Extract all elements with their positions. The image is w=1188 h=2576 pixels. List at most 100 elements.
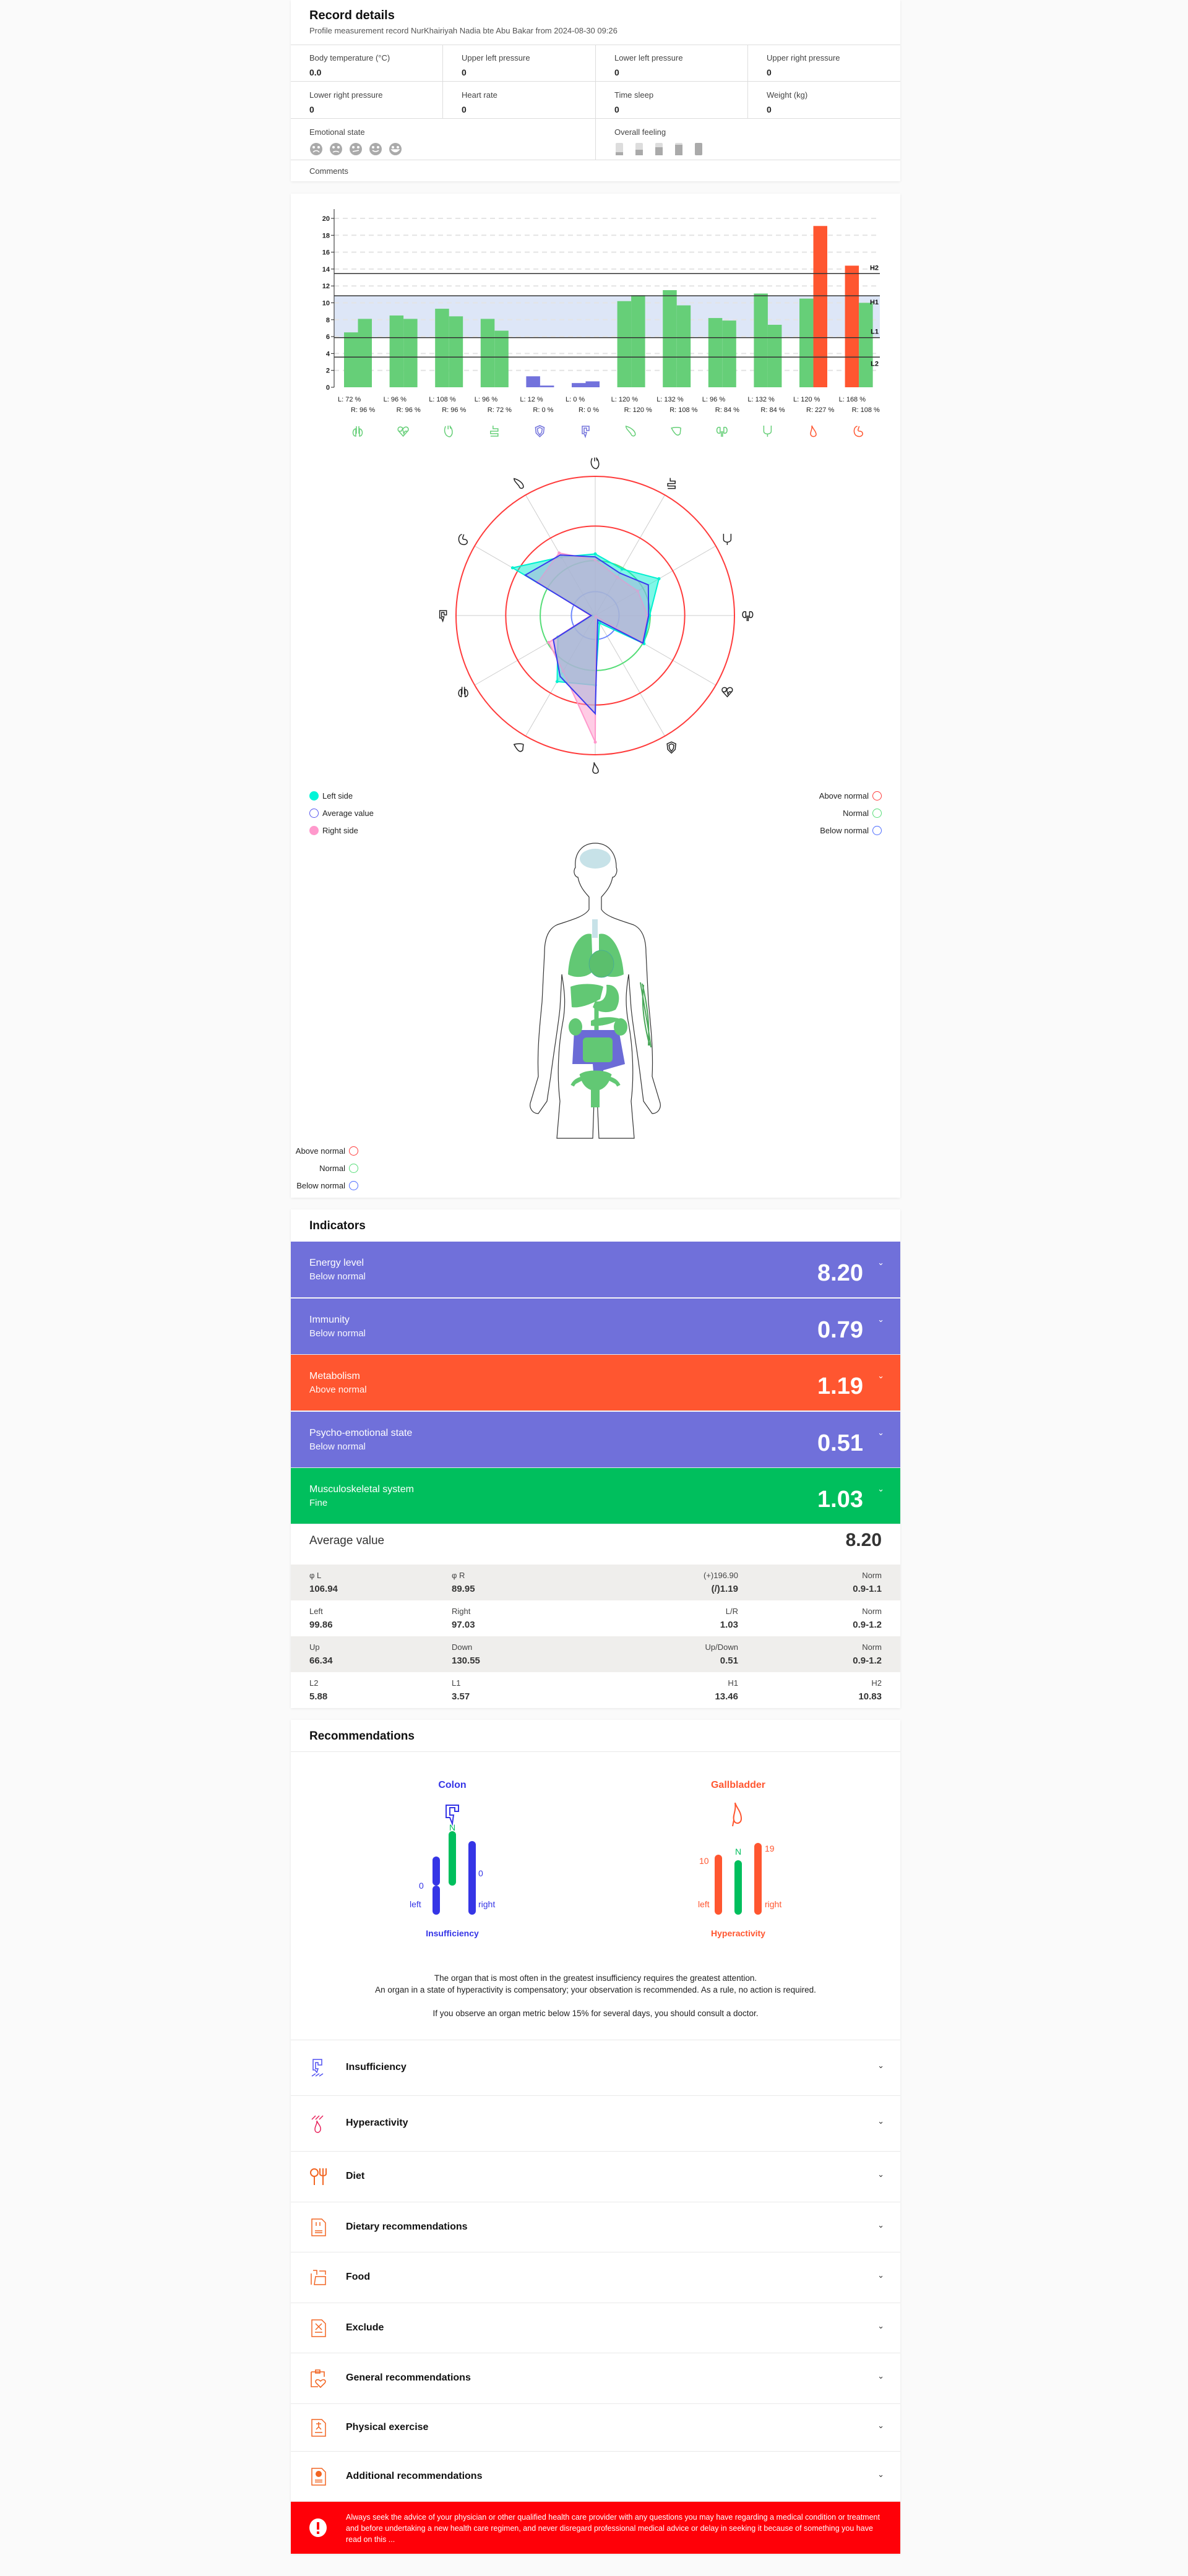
bar-l bbox=[708, 318, 723, 387]
bar-l bbox=[617, 301, 632, 387]
bar-r bbox=[449, 316, 463, 387]
record-details-card: Record details Profile measurement recor… bbox=[291, 0, 900, 181]
y-tick-label: 10 bbox=[322, 300, 330, 307]
chevron-down-icon[interactable]: ⌄ bbox=[877, 2371, 884, 2381]
indicator-name: Immunity bbox=[309, 1314, 350, 1325]
overall-feeling: Overall feeling bbox=[596, 119, 900, 160]
stats-row: Left 99.86 Right 97.03 L/R 1.03 Norm 0.9-1.2 bbox=[291, 1600, 900, 1636]
legend-below-normal: Below normal bbox=[820, 826, 882, 835]
right-side-swatch bbox=[309, 826, 319, 835]
lungs-icon bbox=[458, 687, 468, 697]
stats-row: φ L 106.94 φ R 89.95 (+)196.90 (/)1.19 Norm 0.9… bbox=[291, 1565, 900, 1600]
indicator-value: 1.03 bbox=[817, 1487, 863, 1513]
kidney-right bbox=[614, 1018, 627, 1036]
left-side-swatch bbox=[309, 791, 319, 801]
stats-cell: φ L 106.94 bbox=[309, 1571, 338, 1594]
radar-spoke bbox=[595, 615, 665, 737]
average-value: 8.20 bbox=[845, 1530, 882, 1550]
y-tick-label: 0 bbox=[326, 384, 330, 392]
disclaimer-banner: Always seek the advice of your physician… bbox=[291, 2502, 900, 2554]
chevron-down-icon[interactable]: ⌄ bbox=[877, 2420, 884, 2430]
chevron-down-icon[interactable]: ⌄ bbox=[877, 1371, 884, 1380]
indicator-name: Psycho-emotional state bbox=[309, 1427, 413, 1438]
bar-r bbox=[813, 226, 827, 387]
insufficiency-icon bbox=[311, 2058, 324, 2077]
stats-cell: Norm 0.9-1.2 bbox=[853, 1607, 882, 1630]
chevron-down-icon[interactable]: ⌄ bbox=[877, 2060, 884, 2070]
gallbladder-icon bbox=[732, 1802, 742, 1827]
bar-right-label: R: 84 % bbox=[760, 406, 785, 414]
bar-r bbox=[358, 319, 372, 387]
accordion-hyperactivity[interactable]: Hyperactivity ⌄ bbox=[291, 2096, 900, 2152]
field-upper-right-pressure: Upper right pressure 0 bbox=[748, 45, 900, 82]
chevron-down-icon[interactable]: ⌄ bbox=[877, 2220, 884, 2230]
accordion-physical-exercise[interactable]: Physical exercise ⌄ bbox=[291, 2404, 900, 2452]
organ-radar-chart bbox=[439, 457, 754, 774]
bar-l bbox=[845, 265, 859, 387]
accordion-insufficiency[interactable]: Insufficiency ⌄ bbox=[291, 2040, 900, 2096]
bar-l bbox=[389, 315, 404, 387]
chevron-down-icon[interactable]: ⌄ bbox=[877, 2321, 884, 2330]
bar-l bbox=[799, 298, 814, 387]
bar-left-label: L: 96 % bbox=[384, 396, 407, 403]
stats-cell: Norm 0.9-1.1 bbox=[853, 1571, 882, 1594]
body-legend-below: Below normal bbox=[296, 1181, 358, 1190]
chevron-down-icon[interactable]: ⌄ bbox=[877, 1258, 884, 1267]
indicator-row[interactable]: Psycho-emotional state Below normal 0.51… bbox=[291, 1411, 900, 1468]
accordion-diet[interactable]: Diet ⌄ bbox=[291, 2152, 900, 2202]
indicator-row[interactable]: Musculoskeletal system Fine 1.03 ⌄ bbox=[291, 1468, 900, 1524]
colon-icon bbox=[439, 610, 447, 623]
colon-icon bbox=[582, 426, 590, 439]
accordion-additional-recommendations[interactable]: Additional recommendations ⌄ bbox=[291, 2452, 900, 2502]
accordion-title: Food bbox=[346, 2272, 371, 2282]
average-value-label: Average value bbox=[309, 1534, 385, 1547]
bar-left-label: L: 96 % bbox=[475, 396, 498, 403]
bar-l bbox=[344, 332, 358, 387]
chevron-down-icon[interactable]: ⌄ bbox=[877, 1314, 884, 1324]
stats-cell: Left 99.86 bbox=[309, 1607, 333, 1630]
indicators-title: Indicators bbox=[309, 1219, 366, 1232]
hyperactivity-label: Hyperactivity bbox=[711, 1928, 765, 1938]
accordion-food[interactable]: Food ⌄ bbox=[291, 2252, 900, 2303]
heart-icon bbox=[444, 425, 453, 437]
brain bbox=[580, 849, 611, 869]
stats-cell: (+)196.90 (/)1.19 bbox=[703, 1571, 738, 1594]
left-side-series-point bbox=[555, 680, 559, 684]
chevron-down-icon[interactable]: ⌄ bbox=[877, 2116, 884, 2126]
indicator-value: 0.51 bbox=[817, 1430, 863, 1456]
bar-left-label: L: 108 % bbox=[429, 396, 456, 403]
accordion-title: Additional recommendations bbox=[346, 2470, 483, 2481]
accordion-exclude[interactable]: Exclude ⌄ bbox=[291, 2303, 900, 2353]
chevron-down-icon[interactable]: ⌄ bbox=[877, 2170, 884, 2179]
legend-average: Average value bbox=[309, 809, 374, 818]
indicator-name: Energy level bbox=[309, 1258, 364, 1268]
reference-label: L2 bbox=[871, 360, 879, 367]
chevron-down-icon[interactable]: ⌄ bbox=[877, 1427, 884, 1437]
bar-right-label: R: 0 % bbox=[533, 406, 553, 414]
stomach-icon bbox=[458, 534, 468, 546]
bar-right-label: R: 72 % bbox=[488, 406, 512, 414]
chevron-down-icon[interactable]: ⌄ bbox=[877, 2469, 884, 2479]
trachea bbox=[592, 919, 598, 938]
battery-levels-icon[interactable] bbox=[614, 142, 720, 157]
field-time-sleep: Time sleep 0 bbox=[596, 82, 748, 119]
emotion-faces-icon[interactable] bbox=[309, 142, 415, 157]
bar-r bbox=[585, 381, 600, 387]
bar-left-label: L: 132 % bbox=[747, 396, 775, 403]
field-body-temperature: Body temperature (°C) 0.0 bbox=[291, 45, 443, 82]
accordion-dietary-recommendations[interactable]: Dietary recommendations ⌄ bbox=[291, 2202, 900, 2252]
chevron-down-icon[interactable]: ⌄ bbox=[877, 2270, 884, 2280]
immunity-icon bbox=[535, 425, 545, 438]
bar-l bbox=[754, 293, 768, 387]
indicators-card: Indicators Energy level Below normal 8.2… bbox=[291, 1209, 900, 1708]
indicator-row[interactable]: Energy level Below normal 8.20 ⌄ bbox=[291, 1242, 900, 1298]
heart-rate-icon bbox=[397, 426, 409, 437]
field-lower-left-pressure: Lower left pressure 0 bbox=[596, 45, 748, 82]
kidney-left bbox=[569, 1018, 582, 1036]
indicator-row[interactable]: Metabolism Above normal 1.19 ⌄ bbox=[291, 1355, 900, 1411]
accordion-general-recommendations[interactable]: General recommendations ⌄ bbox=[291, 2353, 900, 2404]
chevron-down-icon[interactable]: ⌄ bbox=[877, 1484, 884, 1493]
body-legend-normal: Normal bbox=[319, 1164, 358, 1173]
liver-icon bbox=[513, 743, 524, 752]
indicator-row[interactable]: Immunity Below normal 0.79 ⌄ bbox=[291, 1298, 900, 1355]
